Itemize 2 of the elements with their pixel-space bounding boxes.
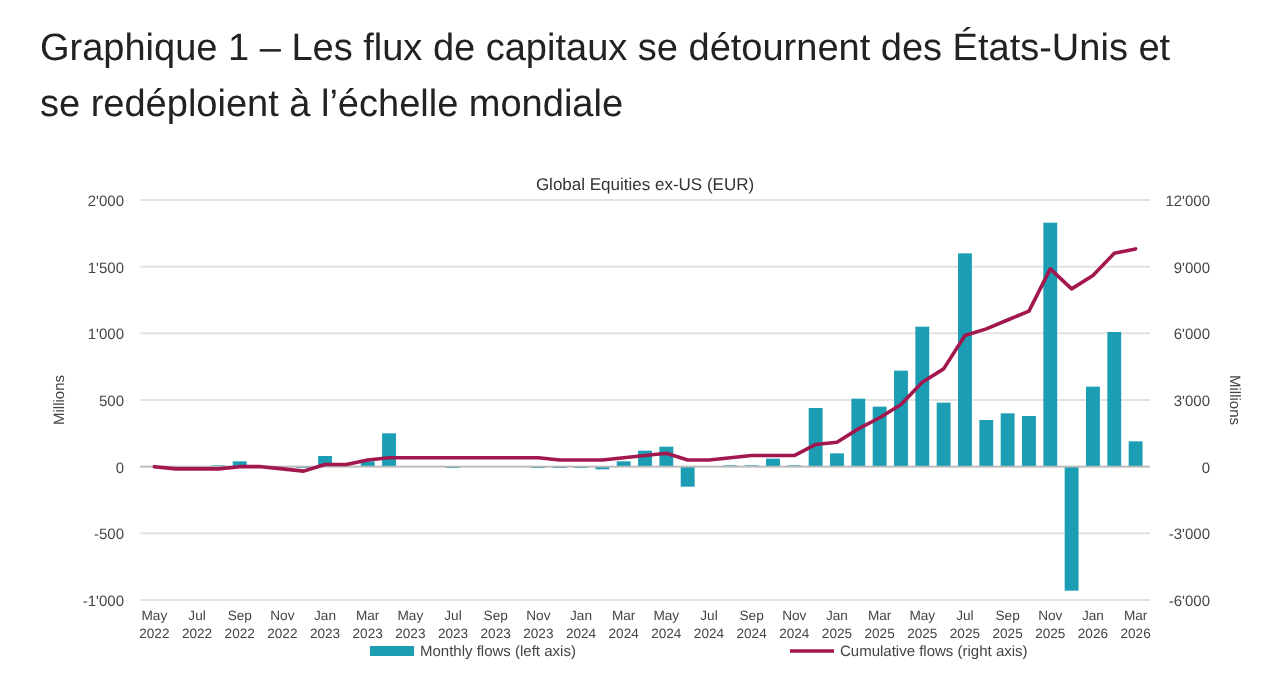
chart-title: Graphique 1 – Les flux de capitaux se détournent des États-Unis et se redéploient à l’échelle mondiale (40, 26, 1172, 126)
chart-subtitle: Global Equities ex-US (EUR) (535, 174, 755, 194)
